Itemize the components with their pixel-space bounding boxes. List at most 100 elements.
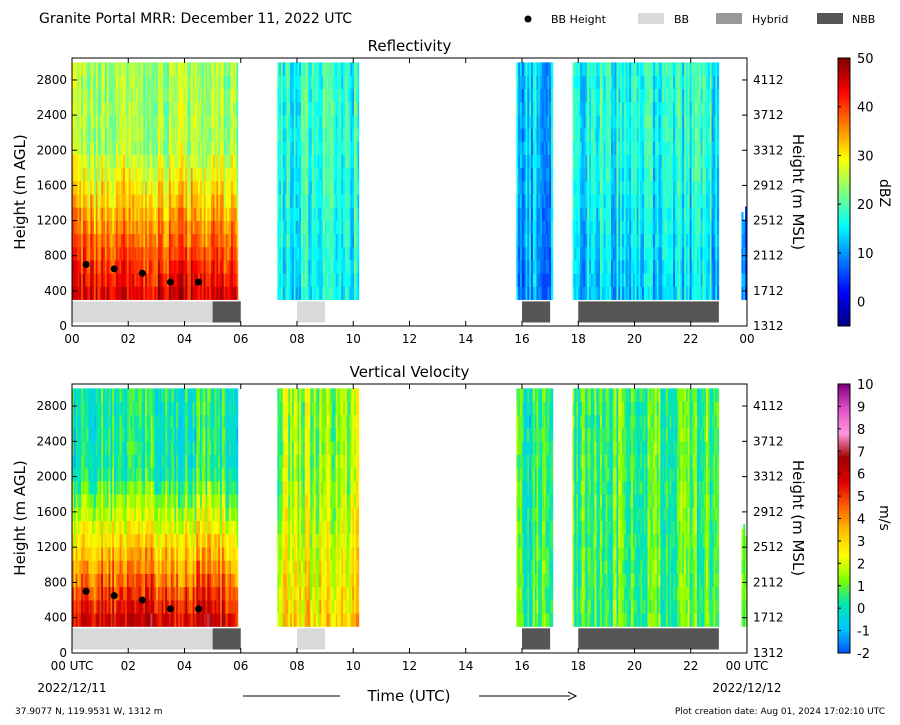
heatmap-cell: [578, 273, 581, 287]
heatmap-cell: [135, 62, 139, 76]
heatmap-cell: [90, 181, 93, 195]
heatmap-cell: [319, 115, 322, 129]
heatmap-cell: [339, 194, 342, 208]
heatmap-cell: [114, 75, 117, 90]
colorbar-segment: [838, 205, 850, 209]
heatmap-cell: [579, 62, 583, 76]
heatmap-cell: [585, 141, 588, 155]
heatmap-cell: [221, 167, 225, 182]
heatmap-cell: [108, 260, 111, 274]
heatmap-cell: [326, 233, 329, 248]
x-tick-label: 00: [739, 332, 754, 346]
heatmap-cell: [178, 115, 181, 129]
heatmap-cell: [299, 220, 302, 235]
heatmap-cell: [685, 154, 689, 169]
heatmap-cell: [704, 207, 707, 221]
heatmap-cell: [205, 88, 208, 103]
heatmap-cell: [192, 246, 195, 261]
heatmap-cell: [236, 246, 239, 261]
heatmap-cell: [114, 167, 117, 182]
heatmap-cell: [117, 220, 120, 235]
heatmap-cell: [629, 154, 632, 169]
heatmap-cell: [115, 441, 118, 455]
heatmap-cell: [684, 141, 687, 155]
heatmap-cell: [277, 181, 280, 195]
heatmap-cell: [532, 181, 535, 195]
heatmap-cell: [210, 167, 214, 182]
heatmap-cell: [132, 88, 135, 103]
heatmap-cell: [673, 181, 676, 195]
heatmap-cell: [163, 246, 166, 261]
heatmap-cell: [209, 273, 212, 287]
heatmap-cell: [172, 167, 175, 182]
heatmap-cell: [79, 520, 82, 535]
heatmap-cell: [117, 507, 120, 522]
heatmap-cell: [357, 167, 360, 182]
heatmap-cell: [79, 494, 82, 508]
heatmap-cell: [279, 273, 282, 287]
colorbar-segment: [838, 113, 850, 117]
heatmap-cell: [629, 220, 632, 235]
colorbar-segment: [838, 216, 850, 220]
heatmap-cell: [297, 260, 300, 274]
heatmap-cell: [218, 207, 221, 221]
heatmap-cell: [216, 101, 219, 116]
heatmap-cell: [656, 194, 659, 208]
heatmap-cell: [658, 101, 661, 116]
heatmap-cell: [623, 62, 626, 76]
heatmap-cell: [543, 194, 546, 208]
heatmap-cell: [130, 246, 133, 261]
heatmap-cell: [658, 181, 661, 195]
heatmap-cell: [212, 194, 215, 208]
heatmap-cell: [95, 454, 98, 469]
heatmap-cell: [81, 533, 84, 548]
heatmap-cell: [92, 88, 95, 103]
heatmap-cell: [357, 233, 360, 248]
heatmap-cell: [627, 75, 630, 90]
heatmap-cell: [715, 141, 718, 155]
heatmap-cell: [693, 62, 696, 76]
heatmap-cell: [282, 115, 285, 129]
heatmap-cell: [154, 75, 157, 90]
heatmap-cell: [212, 128, 215, 142]
heatmap-cell: [745, 220, 747, 235]
heatmap-cell: [110, 414, 113, 429]
heatmap-cell: [290, 75, 293, 90]
heatmap-cell: [288, 260, 291, 274]
colorbar-segment: [838, 241, 850, 244]
heatmap-cell: [330, 62, 333, 76]
heatmap-cell: [156, 128, 159, 142]
heatmap-cell: [114, 141, 117, 155]
heatmap-cell: [159, 273, 162, 287]
heatmap-cell: [540, 101, 543, 116]
heatmap-cell: [317, 181, 320, 195]
heatmap-cell: [321, 101, 324, 116]
heatmap-cell: [551, 286, 554, 300]
heatmap-cell: [79, 286, 82, 300]
heatmap-cell: [545, 207, 548, 221]
heatmap-cell: [656, 75, 659, 90]
heatmap-cell: [99, 520, 102, 535]
heatmap-cell: [665, 194, 668, 208]
heatmap-cell: [312, 286, 315, 300]
heatmap-cell: [82, 154, 86, 169]
heatmap-cell: [290, 115, 293, 129]
heatmap-cell: [220, 260, 223, 274]
heatmap-cell: [587, 62, 590, 76]
heatmap-cell: [198, 233, 201, 248]
heatmap-cell: [178, 273, 181, 287]
heatmap-cell: [210, 260, 214, 274]
heatmap-cell: [168, 194, 172, 208]
heatmap-cell: [323, 207, 326, 221]
heatmap-cell: [352, 167, 355, 182]
heatmap-cell: [673, 233, 676, 248]
heatmap-cell: [623, 273, 626, 287]
heatmap-cell: [282, 75, 285, 90]
heatmap-cell: [192, 62, 195, 76]
heatmap-cell: [715, 233, 718, 248]
heatmap-cell: [128, 141, 131, 155]
heatmap-cell: [163, 286, 166, 300]
heatmap-cell: [143, 246, 146, 261]
heatmap-cell: [629, 141, 632, 155]
heatmap-cell: [86, 560, 89, 574]
